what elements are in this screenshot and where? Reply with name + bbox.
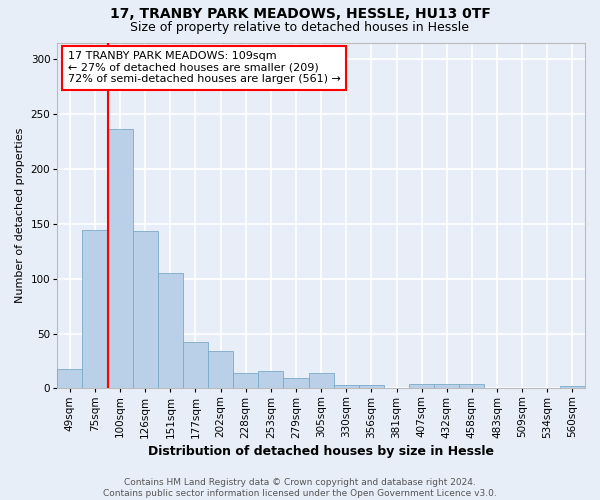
Bar [283,378,308,388]
Bar [133,232,158,388]
Bar [233,373,258,388]
Text: Size of property relative to detached houses in Hessle: Size of property relative to detached ho… [131,21,470,34]
Bar [82,230,107,388]
Bar [560,386,585,388]
Text: 17 TRANBY PARK MEADOWS: 109sqm
← 27% of detached houses are smaller (209)
72% of: 17 TRANBY PARK MEADOWS: 109sqm ← 27% of … [68,51,341,84]
Bar [359,385,384,388]
Y-axis label: Number of detached properties: Number of detached properties [15,128,25,303]
Bar [107,130,133,388]
Bar [460,384,484,388]
Text: Contains HM Land Registry data © Crown copyright and database right 2024.
Contai: Contains HM Land Registry data © Crown c… [103,478,497,498]
Bar [434,384,460,388]
X-axis label: Distribution of detached houses by size in Hessle: Distribution of detached houses by size … [148,444,494,458]
Bar [208,351,233,389]
Bar [158,273,183,388]
Bar [258,371,283,388]
Bar [57,368,82,388]
Text: 17, TRANBY PARK MEADOWS, HESSLE, HU13 0TF: 17, TRANBY PARK MEADOWS, HESSLE, HU13 0T… [110,8,490,22]
Bar [334,385,359,388]
Bar [409,384,434,388]
Bar [183,342,208,388]
Bar [308,373,334,388]
